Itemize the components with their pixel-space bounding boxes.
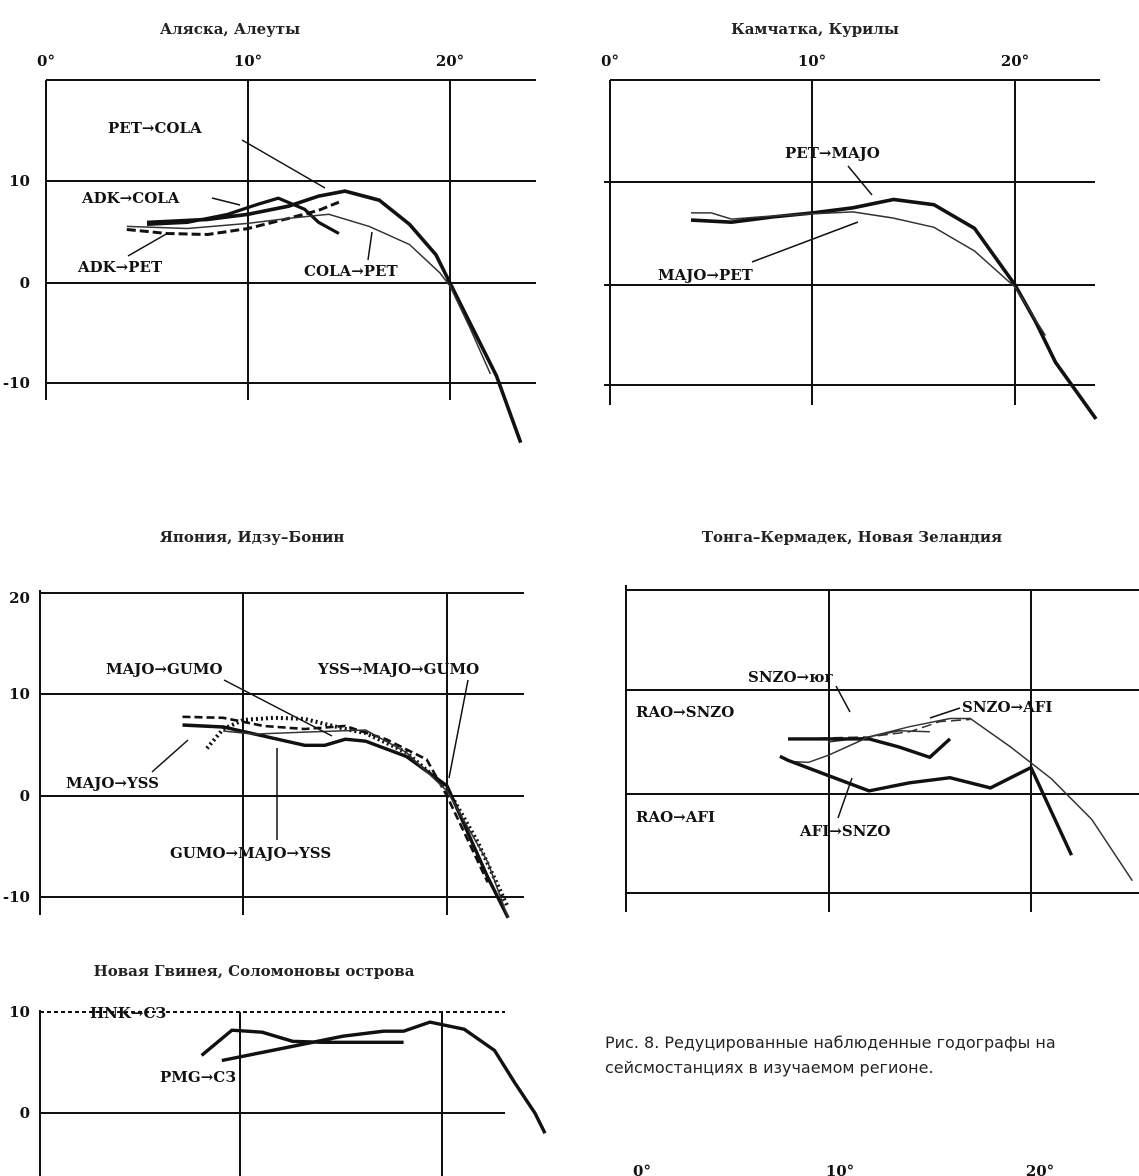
series-label: RAO→AFI: [636, 808, 715, 826]
panel-tonga: Тонга–Кермадек, Новая Зеландия SNZO→юг S…: [625, 528, 1139, 912]
x-tick-label: 0°: [601, 52, 619, 70]
x-tick-label: 20°: [1026, 1162, 1054, 1176]
series-line: [787, 730, 930, 764]
panel-title: Камчатка, Курилы: [731, 20, 899, 38]
leader-line: [127, 232, 169, 257]
y-tick-label: 10: [9, 172, 30, 190]
x-tick-label: 20°: [1001, 52, 1029, 70]
panel-new-guinea: Новая Гвинея, Соломоновы острова 10 0 HN…: [9, 962, 547, 1176]
series-line: [146, 196, 340, 235]
panel-kamchatka: Камчатка, Курилы 0° 10° 20° PET→MAJO MAJ…: [601, 20, 1100, 420]
leader-line: [448, 679, 469, 779]
leader-line: [211, 197, 241, 206]
x-tick-label: 10°: [826, 1162, 854, 1176]
series-line: [779, 754, 1074, 856]
series-line: [223, 729, 509, 919]
figure-caption: Рис. 8. Редуцированные наблюденные годог…: [605, 1033, 1056, 1077]
series-label: ADK→COLA: [81, 189, 180, 207]
y-tick-label: -10: [3, 374, 30, 392]
x-tick-label: 10°: [234, 52, 262, 70]
series-line: [787, 718, 971, 740]
series-label: SNZO→AFI: [962, 698, 1052, 716]
panel-title: Япония, Идзу–Бонин: [160, 528, 345, 546]
series-label: PET→COLA: [108, 119, 202, 137]
y-tick-label: 10: [9, 685, 30, 703]
series-label: SNZO→юг: [748, 668, 834, 686]
series-label: AFI→SNZO: [799, 822, 890, 840]
series-label: MAJO→YSS: [66, 774, 159, 792]
leader-line: [241, 139, 326, 189]
series-label: MAJO→GUMO: [106, 660, 223, 678]
x-tick-label: 10°: [798, 52, 826, 70]
series-line: [788, 737, 952, 760]
panel-japan: Япония, Идзу–Бонин 20 10 0 -10 MAJO→GUMO…: [3, 528, 524, 919]
series-label: COLA→PET: [304, 262, 398, 280]
series-label: MAJO→PET: [658, 266, 754, 284]
series-label: ADK→PET: [77, 258, 163, 276]
y-tick-label: 0: [20, 1104, 30, 1122]
series-line: [691, 211, 1047, 336]
series-label: PMG→СЗ: [160, 1068, 236, 1086]
series-label: YSS→MAJO→GUMO: [317, 660, 479, 678]
leader-line: [151, 739, 189, 773]
y-tick-label: 20: [9, 589, 30, 607]
series-line: [221, 1020, 547, 1134]
y-tick-label: 0: [20, 274, 30, 292]
series-label: HNK→СЗ: [90, 1004, 166, 1022]
series-line: [146, 189, 523, 444]
series-line: [182, 723, 510, 919]
series-line: [828, 717, 1133, 882]
series-label: GUMO→MAJO→YSS: [170, 844, 331, 862]
series-line: [200, 1028, 404, 1057]
leader-line: [929, 707, 961, 719]
series-label: RAO→SNZO: [636, 703, 734, 721]
series-line: [690, 197, 1098, 420]
x-tick-label: 0°: [37, 52, 55, 70]
leader-line: [223, 679, 333, 737]
series-line: [126, 213, 492, 375]
panel-title: Тонга–Кермадек, Новая Зеландия: [702, 528, 1002, 546]
y-tick-label: -10: [3, 888, 30, 906]
leader-line: [367, 231, 373, 261]
series-line: [126, 200, 340, 237]
y-tick-label: 10: [9, 1003, 30, 1021]
detached-axis-labels: 0° 10° 20°: [633, 1162, 1054, 1176]
x-tick-label: 20°: [436, 52, 464, 70]
leader-line: [835, 685, 851, 713]
leader-line: [751, 221, 859, 263]
panel-title: Новая Гвинея, Соломоновы острова: [94, 962, 415, 980]
panel-title: Аляска, Алеуты: [160, 20, 300, 38]
series-label: PET→MAJO: [785, 144, 880, 162]
y-tick-label: 0: [20, 787, 30, 805]
x-tick-label: 0°: [633, 1162, 651, 1176]
series-line: [205, 715, 510, 909]
leader-line: [847, 165, 873, 196]
leader-line: [837, 777, 853, 819]
panel-alaska: Аляска, Алеуты 0° 10° 20° 10 0 -10 PET→C…: [3, 20, 536, 444]
